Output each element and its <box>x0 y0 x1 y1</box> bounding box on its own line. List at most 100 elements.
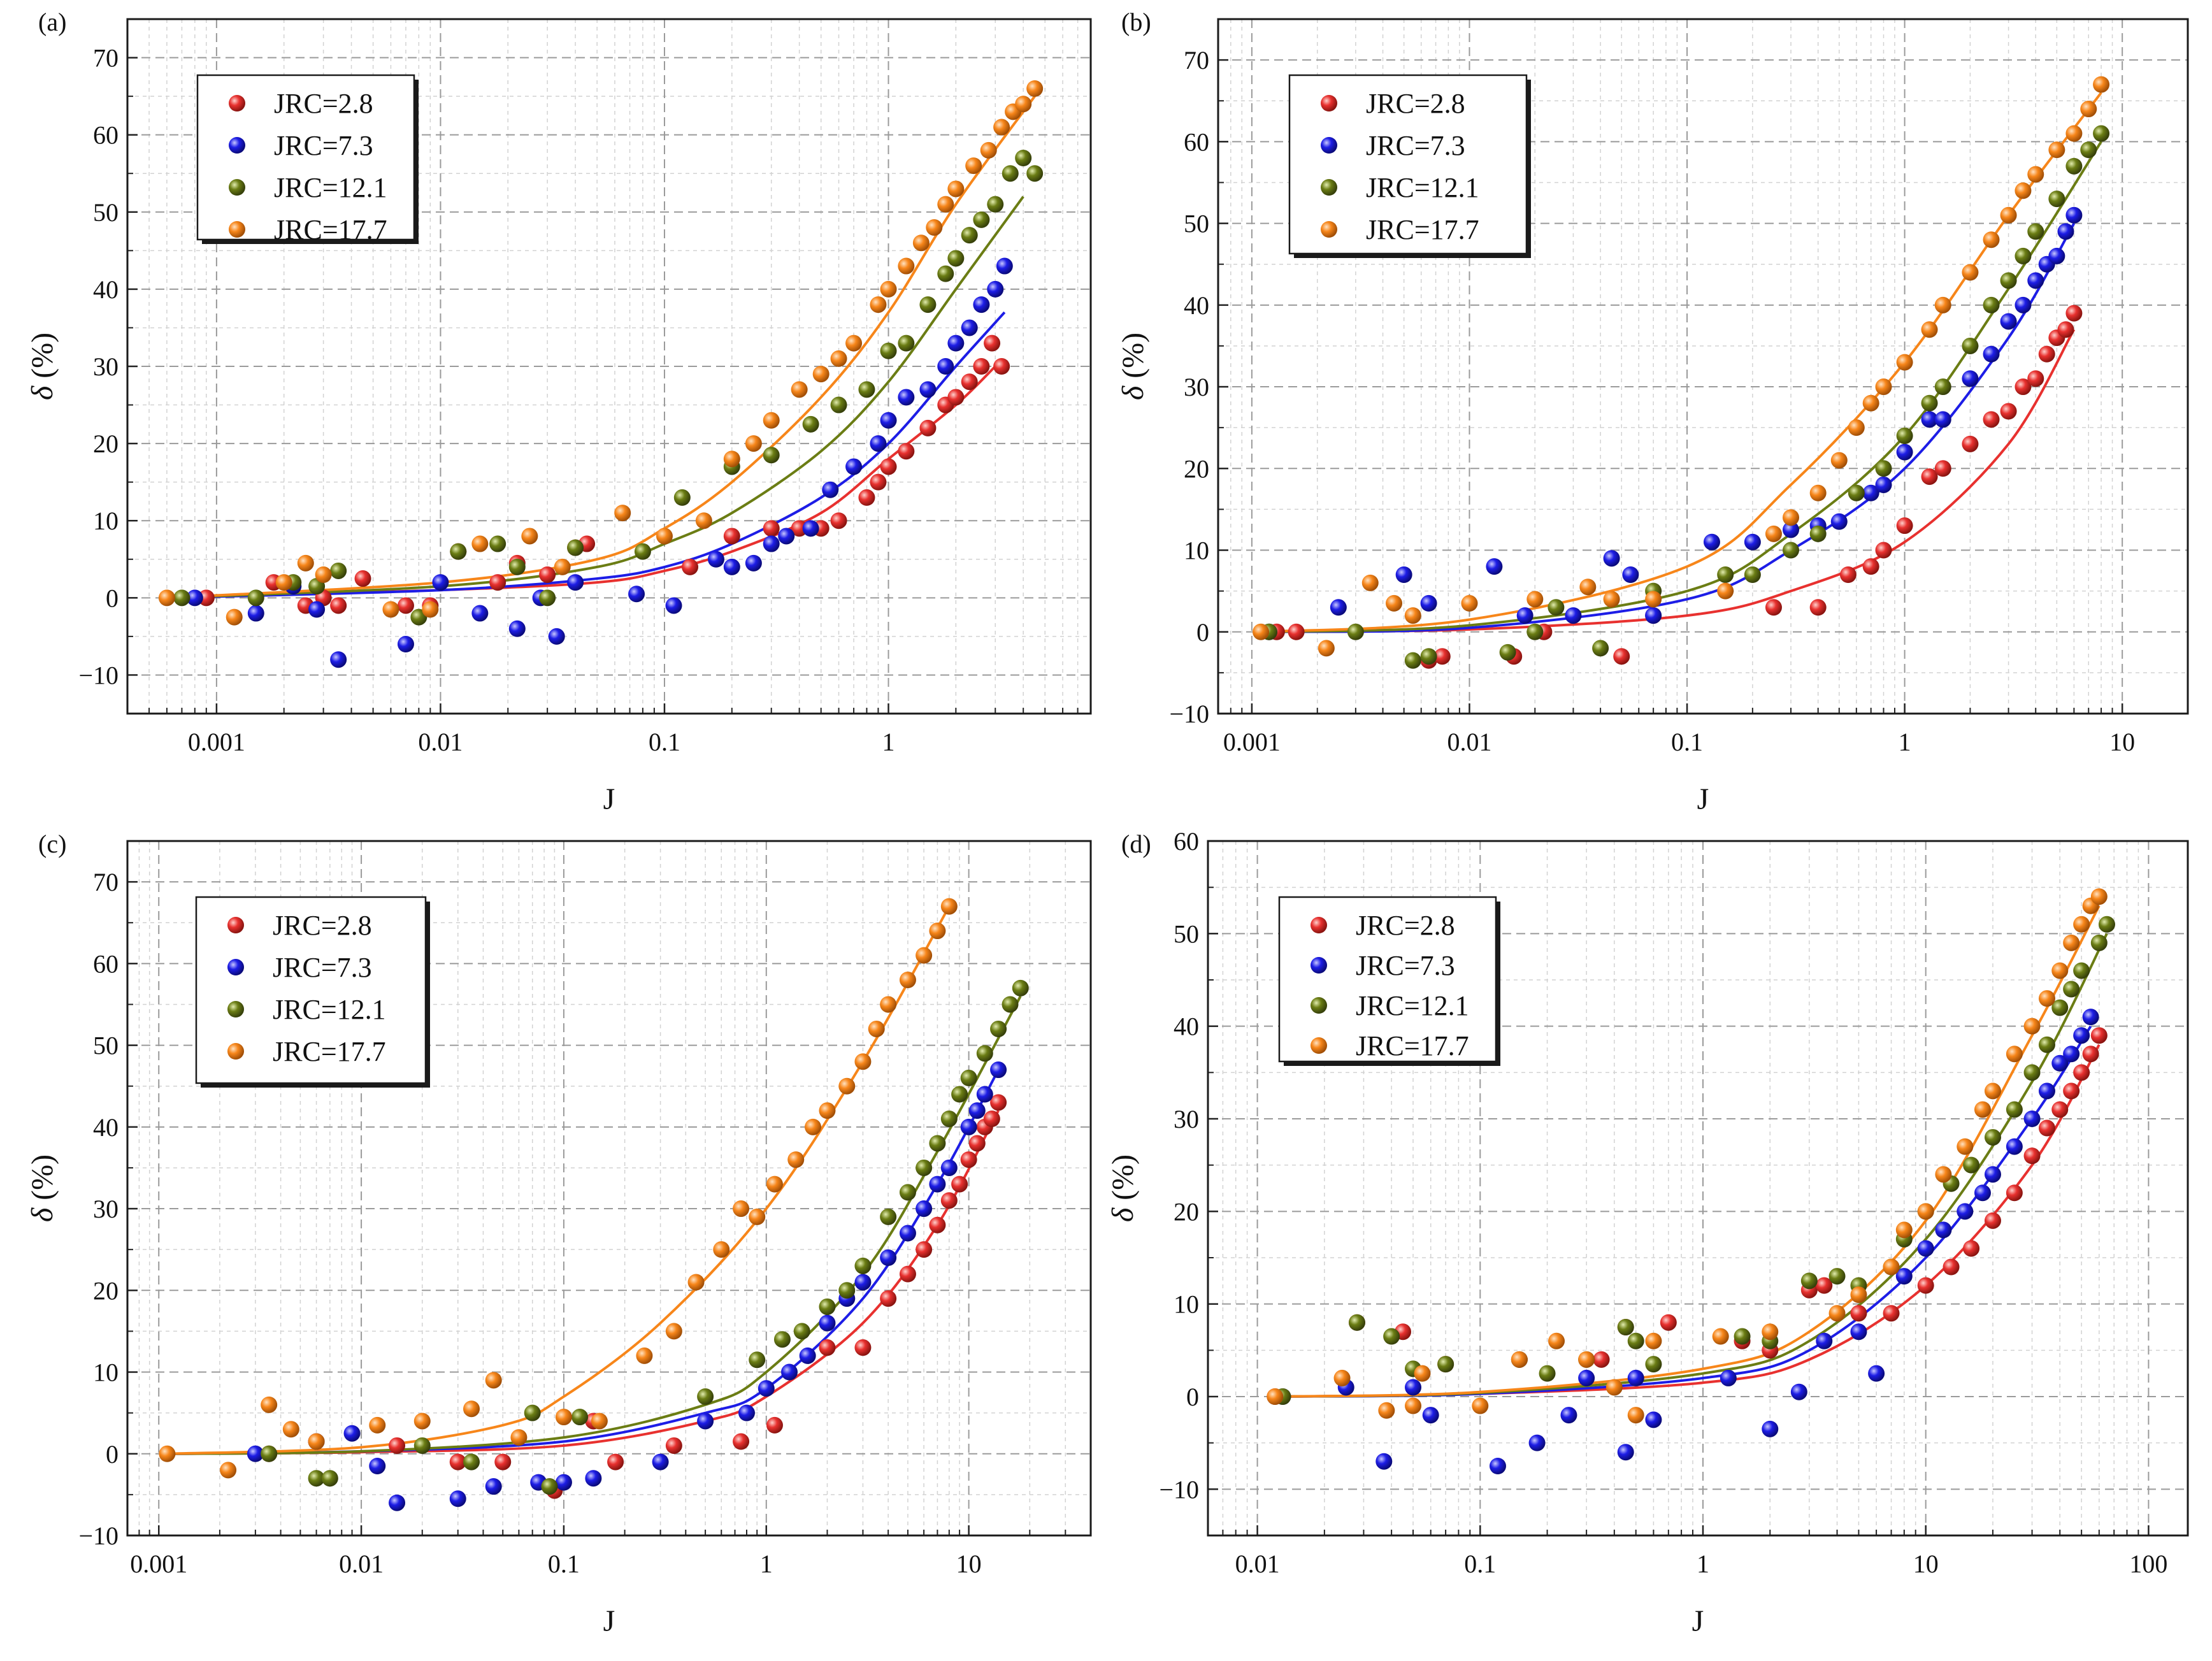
data-point <box>1361 574 1379 591</box>
plot-frame <box>1207 840 2189 1537</box>
data-point <box>1592 640 1609 657</box>
data-point <box>1548 1332 1565 1349</box>
data-point <box>1875 542 1892 559</box>
data-point <box>308 601 326 618</box>
data-point <box>1461 594 1478 612</box>
legend-label: JRC=7.3 <box>273 952 372 983</box>
data-point <box>919 296 937 313</box>
x-tick-label: 0.001 <box>1223 728 1281 756</box>
data-point <box>198 589 215 607</box>
x-tick-label: 10 <box>956 1550 982 1578</box>
data-point <box>247 605 264 622</box>
data-point <box>330 597 347 614</box>
data-point <box>990 1094 1007 1111</box>
data-point <box>1645 607 1662 624</box>
data-point <box>524 1404 541 1421</box>
data-point <box>2090 1027 2108 1044</box>
data-point <box>413 1437 431 1454</box>
data-point <box>1783 509 1800 526</box>
data-point <box>665 1437 682 1454</box>
data-point <box>745 554 762 572</box>
data-point <box>1703 533 1720 550</box>
data-point <box>898 389 915 406</box>
y-tick-label: 0 <box>1186 1383 1199 1411</box>
data-point <box>1404 652 1421 669</box>
plot-frame <box>1217 18 2189 715</box>
legend-label: JRC=7.3 <box>1366 130 1465 161</box>
y-tick-label: 50 <box>1174 919 1199 948</box>
data-point <box>2027 370 2044 387</box>
data-point <box>1720 1369 1737 1386</box>
data-point <box>1935 1166 1952 1183</box>
data-point <box>2051 962 2069 979</box>
y-tick-label: 30 <box>1174 1105 1199 1133</box>
data-point <box>1603 591 1620 608</box>
data-point <box>673 489 691 506</box>
y-tick-label: 40 <box>1184 291 1209 320</box>
data-point <box>880 1290 897 1307</box>
data-point <box>226 608 243 626</box>
data-point <box>819 1339 836 1356</box>
data-point <box>960 1069 977 1086</box>
fit-curve-series-2 <box>167 995 1022 1455</box>
x-tick-label: 0.001 <box>130 1550 187 1578</box>
data-point <box>763 412 780 429</box>
data-point <box>1762 1323 1779 1341</box>
data-point <box>880 342 897 359</box>
data-point <box>947 334 965 352</box>
data-point <box>247 1445 264 1462</box>
data-point <box>1539 1365 1556 1382</box>
data-point <box>1875 476 1892 493</box>
data-point <box>1617 1319 1634 1335</box>
y-tick-label: 50 <box>1184 210 1209 238</box>
data-point <box>980 141 997 159</box>
data-point <box>819 1298 836 1315</box>
y-tick-label: 10 <box>93 507 118 535</box>
legend-marker <box>227 917 244 933</box>
data-point <box>880 1249 897 1266</box>
legend-label: JRC=17.7 <box>1356 1030 1469 1061</box>
data-point <box>539 589 556 607</box>
data-point <box>1375 1453 1393 1470</box>
legend-label: JRC=12.1 <box>273 994 386 1025</box>
data-point <box>1830 452 1848 469</box>
data-point <box>763 447 780 464</box>
y-tick-label: 10 <box>93 1358 118 1387</box>
data-point <box>1420 594 1437 612</box>
legend-label: JRC=17.7 <box>1366 214 1479 245</box>
data-point <box>1437 1356 1454 1373</box>
y-tick-label: 20 <box>1184 454 1209 483</box>
data-point <box>947 250 965 267</box>
y-axis-title: δ (%) <box>1116 333 1150 400</box>
data-point <box>2027 223 2044 240</box>
data-point <box>1984 1082 2001 1100</box>
data-point <box>858 489 875 506</box>
data-point <box>2065 305 2083 322</box>
data-point <box>1896 428 1913 444</box>
legend-marker <box>229 95 245 111</box>
legend-marker <box>227 1001 244 1017</box>
data-point <box>1921 411 1938 428</box>
data-point <box>397 597 414 614</box>
panel-d: 0.01 0.1 1 10 100 −10 0 10 20 30 40 50 60 Jδ (%) (d) JR… <box>1106 827 2189 1638</box>
data-point <box>940 898 958 915</box>
data-point <box>880 412 897 429</box>
data-point <box>1962 264 1979 281</box>
data-point <box>2063 1082 2080 1100</box>
data-point <box>707 550 724 568</box>
data-point <box>870 473 887 491</box>
legend-marker <box>1321 137 1337 154</box>
data-point <box>960 1118 977 1135</box>
data-point <box>1318 640 1335 657</box>
data-point <box>1848 419 1865 436</box>
data-point <box>1917 1277 1934 1294</box>
data-point <box>1830 513 1848 530</box>
data-point <box>682 558 699 575</box>
data-point <box>2038 1036 2055 1053</box>
data-point <box>1267 1388 1284 1405</box>
x-tick-label: 0.01 <box>418 728 463 756</box>
data-point <box>854 1339 872 1356</box>
data-point <box>1783 542 1800 559</box>
data-point <box>2051 1101 2069 1118</box>
data-point <box>695 512 712 529</box>
